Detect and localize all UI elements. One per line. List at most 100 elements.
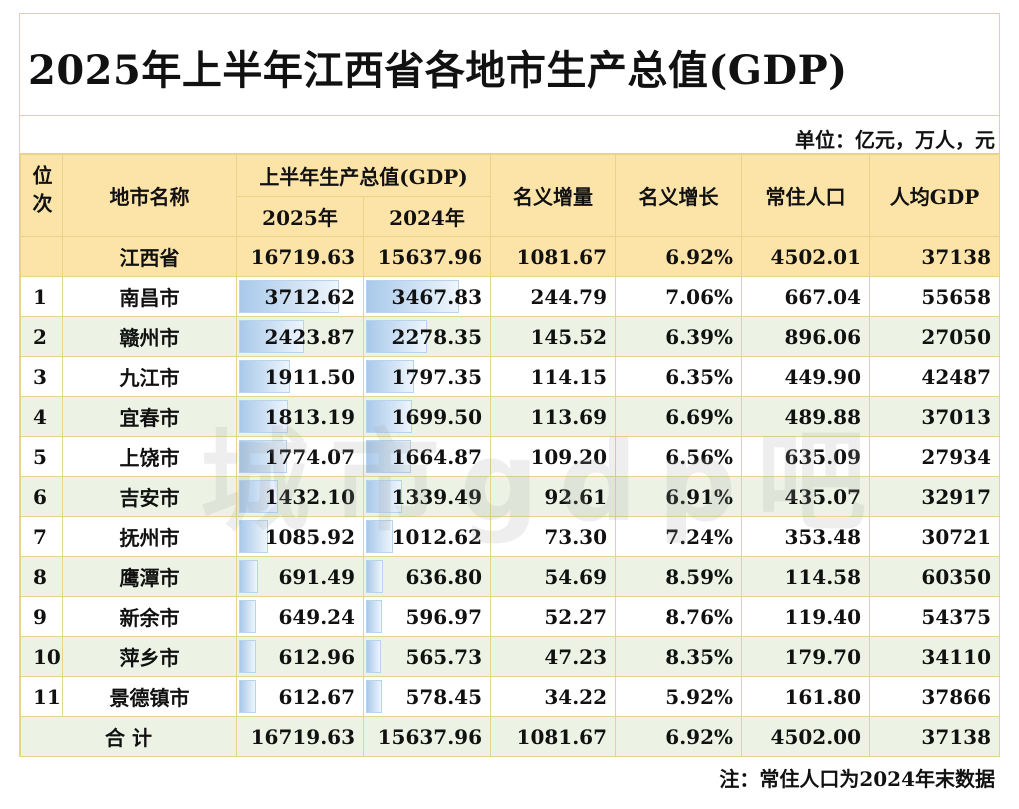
gdp-2024-cell: 2278.35 [362, 316, 492, 357]
population-cell: 896.06 [741, 316, 871, 357]
gdp-2025-cell: 3712.62 [236, 276, 364, 317]
growth-cell: 8.59% [615, 556, 743, 597]
total-increase: 1081.67 [490, 716, 617, 757]
population-cell: 114.58 [741, 556, 871, 597]
gdp-2024-value: 3467.83 [391, 284, 483, 309]
population-cell: 119.40 [741, 596, 871, 637]
population-cell: 435.07 [741, 476, 871, 517]
population-cell: 449.90 [741, 356, 871, 397]
gdp-2024-value: 1664.87 [391, 444, 483, 469]
gdp-2025-bar [239, 440, 287, 473]
gdp-2025-bar [239, 320, 304, 353]
total-per-capita: 37138 [869, 716, 1001, 757]
province-name: 江西省 [62, 236, 237, 277]
table-row: 5 上饶市 1774.07 1664.87 109.20 6.56% 635.09 27934 [20, 436, 1001, 477]
gdp-2025-bar [239, 680, 256, 713]
gdp-2024-cell: 578.45 [362, 676, 492, 717]
gdp-2025-value: 649.24 [278, 604, 355, 629]
increase-cell: 244.79 [490, 276, 617, 317]
header-2024: 2024年 [362, 196, 492, 237]
city-name-cell: 鹰潭市 [62, 556, 237, 597]
per-capita-cell: 27934 [869, 436, 1001, 477]
gdp-2024-value: 1012.62 [391, 524, 483, 549]
per-capita-cell: 54375 [869, 596, 1001, 637]
unit-label: 单位：亿元，万人，元 [795, 128, 995, 152]
gdp-2024-bar [366, 400, 412, 433]
gdp-2025-bar [239, 480, 278, 513]
growth-cell: 6.56% [615, 436, 743, 477]
province-per-capita: 37138 [869, 236, 1001, 277]
gdp-2024-bar [366, 440, 411, 473]
per-capita-cell: 37866 [869, 676, 1001, 717]
province-growth: 6.92% [615, 236, 743, 277]
per-capita-cell: 27050 [869, 316, 1001, 357]
city-name-cell: 赣州市 [62, 316, 237, 357]
rank-cell: 4 [20, 396, 63, 437]
rank-cell: 10 [20, 636, 63, 677]
table-row: 10 萍乡市 612.96 565.73 47.23 8.35% 179.70 34110 [20, 636, 1001, 677]
gdp-2025-value: 1774.07 [264, 444, 355, 469]
population-cell: 179.70 [741, 636, 871, 677]
gdp-2024-value: 1699.50 [391, 404, 483, 429]
header-nominal-increase: 名义增量 [490, 154, 617, 237]
increase-cell: 145.52 [490, 316, 617, 357]
province-population: 4502.01 [741, 236, 871, 277]
gdp-2025-value: 1911.50 [264, 364, 355, 389]
gdp-2025-cell: 649.24 [236, 596, 364, 637]
gdp-2025-value: 612.67 [278, 684, 355, 709]
increase-cell: 92.61 [490, 476, 617, 517]
total-y2025: 16719.63 [236, 716, 364, 757]
gdp-2024-cell: 3467.83 [362, 276, 492, 317]
per-capita-cell: 55658 [869, 276, 1001, 317]
rank-cell: 2 [20, 316, 63, 357]
city-name-cell: 新余市 [62, 596, 237, 637]
city-name-cell: 上饶市 [62, 436, 237, 477]
rank-cell: 3 [20, 356, 63, 397]
city-name-cell: 宜春市 [62, 396, 237, 437]
gdp-2025-cell: 2423.87 [236, 316, 364, 357]
data-sheet: 2025年上半年江西省各地市生产总值(GDP) 单位：亿元，万人，元 位次 地市… [19, 13, 1001, 757]
gdp-2025-bar [239, 520, 268, 553]
increase-cell: 109.20 [490, 436, 617, 477]
gdp-2024-value: 565.73 [405, 644, 483, 669]
total-y2024: 15637.96 [362, 716, 492, 757]
gdp-2025-bar [239, 280, 339, 313]
gdp-2024-cell: 1664.87 [362, 436, 492, 477]
gdp-2024-value: 1339.49 [391, 484, 483, 509]
table-row: 3 九江市 1911.50 1797.35 114.15 6.35% 449.90 42487 [20, 356, 1001, 397]
gdp-2024-value: 636.80 [405, 564, 483, 589]
city-name-cell: 景德镇市 [62, 676, 237, 717]
gdp-2025-bar [239, 560, 258, 593]
header-nominal-growth: 名义增长 [615, 154, 743, 237]
per-capita-cell: 30721 [869, 516, 1001, 557]
rank-cell: 7 [20, 516, 63, 557]
gdp-2025-cell: 1432.10 [236, 476, 364, 517]
growth-cell: 6.91% [615, 476, 743, 517]
header-population: 常住人口 [741, 154, 871, 237]
gdp-2024-bar [366, 560, 383, 593]
gdp-2025-value: 612.96 [278, 644, 355, 669]
growth-cell: 6.35% [615, 356, 743, 397]
total-growth: 6.92% [615, 716, 743, 757]
gdp-table: 位次 地市名称 上半年生产总值(GDP) 名义增量 名义增长 常住人口 人均GD… [20, 154, 1001, 757]
table-body: 江西省 16719.63 15637.96 1081.67 6.92% 4502… [20, 236, 1001, 757]
gdp-2025-value: 2423.87 [264, 324, 355, 349]
increase-cell: 114.15 [490, 356, 617, 397]
gdp-2024-bar [366, 680, 382, 713]
rank-cell: 11 [20, 676, 63, 717]
gdp-2024-bar [366, 520, 393, 553]
table-row: 4 宜春市 1813.19 1699.50 113.69 6.69% 489.88 37013 [20, 396, 1001, 437]
rank-cell: 1 [20, 276, 63, 317]
population-cell: 489.88 [741, 396, 871, 437]
per-capita-cell: 60350 [869, 556, 1001, 597]
gdp-2025-value: 3712.62 [264, 284, 355, 309]
page-title: 2025年上半年江西省各地市生产总值(GDP) [28, 47, 848, 94]
city-name-cell: 萍乡市 [62, 636, 237, 677]
gdp-2024-bar [366, 640, 381, 673]
gdp-2025-value: 1813.19 [264, 404, 355, 429]
per-capita-cell: 37013 [869, 396, 1001, 437]
gdp-2024-bar [366, 360, 414, 393]
growth-cell: 8.76% [615, 596, 743, 637]
province-2024: 15637.96 [362, 236, 492, 277]
gdp-2024-value: 596.97 [405, 604, 483, 629]
